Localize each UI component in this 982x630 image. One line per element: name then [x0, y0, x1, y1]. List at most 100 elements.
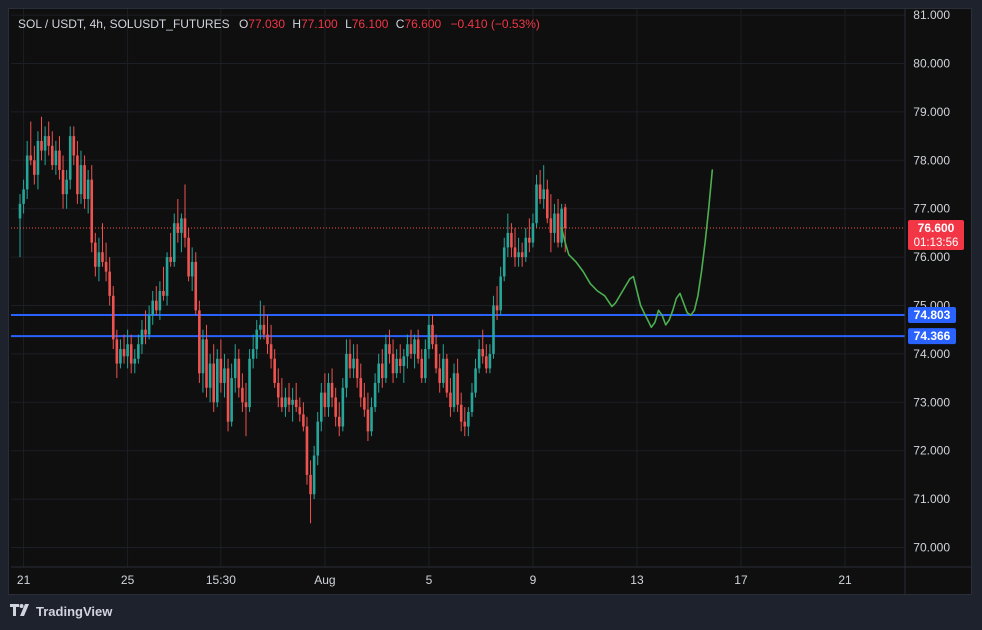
candle-body: [255, 329, 259, 350]
candle-body: [172, 223, 176, 262]
candle-body: [502, 247, 506, 277]
projection-line: [560, 169, 714, 329]
candle-body: [395, 358, 398, 374]
candle-body: [115, 339, 119, 364]
candle-body: [79, 165, 83, 195]
candle-body: [298, 407, 302, 415]
countdown-value: 01:13:56: [914, 237, 959, 249]
candle-body: [144, 329, 147, 335]
brand-label: TradingView: [36, 604, 113, 619]
candle-body: [377, 363, 380, 383]
chart-panel[interactable]: [8, 8, 972, 595]
price-tick-label: 79.000: [913, 105, 950, 119]
candle-body: [345, 353, 348, 388]
time-tick-label: 21: [17, 573, 31, 587]
candle-body: [147, 315, 151, 335]
candle-body: [133, 358, 137, 364]
candle-body: [459, 404, 463, 422]
price-tick-label: 73.000: [913, 395, 950, 409]
candle-body: [101, 252, 104, 262]
candle-body: [76, 155, 79, 195]
candle-body: [226, 368, 230, 422]
candle-body: [273, 358, 276, 383]
candle-body: [219, 358, 223, 383]
candle-body: [388, 344, 391, 354]
close-value: 76.600: [404, 17, 442, 31]
candle-body: [334, 397, 337, 417]
candle-body: [316, 421, 320, 456]
candle-body: [269, 344, 273, 359]
candle-body: [33, 160, 36, 175]
price-tick-label: 77.000: [913, 202, 950, 216]
candle-body: [94, 242, 97, 267]
price-tick-label: 78.000: [913, 153, 950, 167]
candle-body: [495, 305, 499, 311]
candle-body: [398, 358, 402, 366]
candle-body: [510, 232, 513, 248]
candle-body: [65, 179, 68, 195]
candle-body: [266, 334, 269, 345]
candle-body: [373, 382, 377, 408]
candle-body: [162, 290, 165, 296]
candle-body: [165, 257, 169, 296]
candle-body: [352, 358, 355, 369]
candle-body: [233, 358, 237, 379]
candle-body: [262, 324, 266, 335]
low-value: 76.100: [351, 17, 389, 31]
candle-body: [43, 136, 47, 151]
candle-body: [348, 353, 352, 369]
candle-body: [327, 382, 330, 408]
open-label: O: [238, 17, 249, 31]
high-value: 77.100: [301, 17, 338, 31]
candle-body: [294, 399, 298, 408]
tradingview-brand[interactable]: TradingView: [10, 604, 112, 619]
symbol-label[interactable]: SOL / USDT, 4h, SOLUSDT_FUTURES: [18, 17, 230, 31]
candle-body: [517, 252, 520, 258]
level-badge: [908, 307, 956, 324]
current-price-badge: [908, 220, 964, 251]
candle-body: [553, 213, 556, 233]
candle-body: [452, 373, 456, 408]
candle-body: [341, 387, 345, 427]
candle-body: [538, 184, 542, 200]
close-label: C: [395, 17, 405, 31]
candle-body: [198, 310, 201, 374]
candle-body: [244, 402, 248, 408]
candle-body: [18, 203, 22, 219]
candle-body: [205, 339, 208, 388]
candle-body: [492, 305, 495, 354]
price-tick-label: 81.000: [913, 8, 950, 22]
candle-body: [72, 136, 76, 156]
candle-body: [111, 295, 115, 340]
candle-body: [424, 349, 427, 379]
candle-body: [208, 363, 212, 388]
candle-body: [363, 397, 366, 410]
candle-body: [445, 358, 449, 393]
candle-body: [449, 392, 452, 408]
candle-body: [420, 358, 424, 379]
candle-body: [104, 261, 108, 272]
candle-body: [431, 324, 434, 345]
candle-body: [467, 411, 470, 427]
current-price-value: 76.600: [918, 221, 955, 235]
time-tick-label: 15:30: [206, 573, 236, 587]
candle-body: [474, 368, 477, 393]
candle-body: [25, 155, 29, 190]
candle-body: [470, 392, 474, 412]
candle-body: [83, 165, 86, 200]
candle-body: [531, 223, 535, 243]
time-tick-label: 9: [530, 573, 537, 587]
candle-body: [409, 344, 413, 354]
candle-body: [187, 237, 190, 277]
candle-body: [176, 223, 180, 233]
candle-body: [259, 324, 262, 330]
candle-body: [194, 261, 198, 311]
candle-body: [542, 189, 546, 200]
high-label: H: [292, 17, 302, 31]
level-badge-value: 74.366: [914, 329, 951, 343]
candle-body: [158, 290, 162, 311]
drawing-annotation[interactable]: [560, 169, 714, 329]
price-tick-label: 72.000: [913, 444, 950, 458]
price-tick-label: 80.000: [913, 57, 950, 71]
